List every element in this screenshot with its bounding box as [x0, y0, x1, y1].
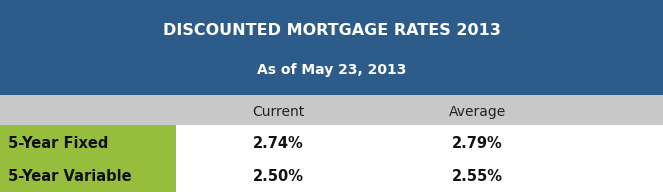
Text: 2.79%: 2.79%	[452, 136, 503, 151]
Text: As of May 23, 2013: As of May 23, 2013	[257, 63, 406, 77]
Text: Average: Average	[449, 105, 506, 119]
Text: 5-Year Fixed: 5-Year Fixed	[8, 136, 108, 151]
Text: Current: Current	[253, 105, 304, 119]
Text: 2.55%: 2.55%	[452, 169, 503, 184]
Text: 2.50%: 2.50%	[253, 169, 304, 184]
Text: 2.74%: 2.74%	[253, 136, 304, 151]
Text: 5-Year Variable: 5-Year Variable	[8, 169, 131, 184]
Text: DISCOUNTED MORTGAGE RATES 2013: DISCOUNTED MORTGAGE RATES 2013	[162, 23, 501, 38]
